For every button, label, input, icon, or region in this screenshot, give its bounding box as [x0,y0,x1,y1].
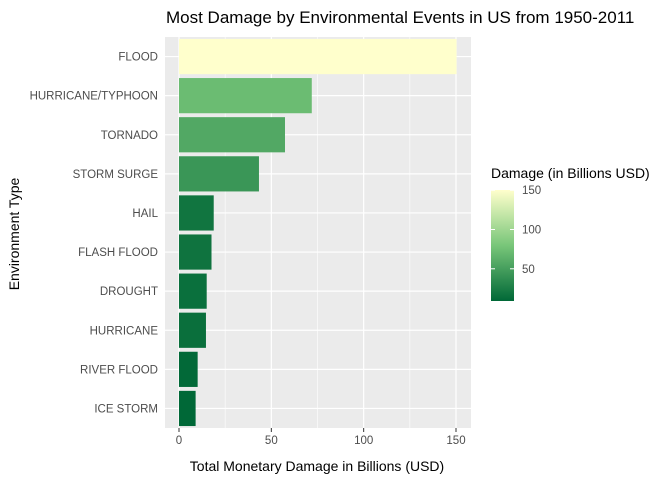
category-label: DROUGHT [100,286,158,298]
bar-ice-storm [179,390,196,427]
category-label: RIVER FLOOD [80,364,158,376]
category-labels: FLOOD HURRICANE/TYPHOON TORNADO STORM SURGE… [30,52,159,416]
legend-colorbar [491,190,514,301]
bar-hail [179,195,214,231]
legend-ticks: 50 100 150 [491,185,541,276]
bar-storm-surge [179,156,259,192]
category-label: STORM SURGE [73,169,159,181]
legend-tick-label: 50 [522,264,535,276]
chart-title: Most Damage by Environmental Events in U… [166,8,634,27]
legend-tick-label: 100 [522,225,541,237]
bar-flood [179,38,457,75]
category-label: HURRICANE [90,325,159,337]
x-tick-label: 50 [265,435,278,447]
legend-tick-label: 150 [522,185,541,197]
legend-title: Damage (in Billions USD) [491,165,650,181]
legend: Damage (in Billions USD) 50 100 150 [491,165,650,301]
bar-flash-flood [179,234,212,270]
y-axis-title: Environment Type [6,178,22,291]
category-label: TORNADO [101,130,158,142]
bar-hurricane [179,312,206,348]
bar-tornado [179,117,285,153]
category-label: FLASH FLOOD [78,247,158,259]
x-axis-ticks: 0 50 100 150 [176,428,466,447]
bars [179,38,457,427]
bar-hurricane-typhoon [179,78,312,114]
bar-drought [179,273,207,309]
category-label: HAIL [132,208,158,220]
x-tick-label: 0 [176,435,182,447]
bar-river-flood [179,351,198,387]
category-label: FLOOD [118,52,158,64]
x-axis-title: Total Monetary Damage in Billions (USD) [190,458,444,474]
x-tick-label: 150 [446,435,465,447]
x-tick-label: 100 [354,435,373,447]
category-label: HURRICANE/TYPHOON [30,91,158,103]
category-label: ICE STORM [94,403,158,415]
